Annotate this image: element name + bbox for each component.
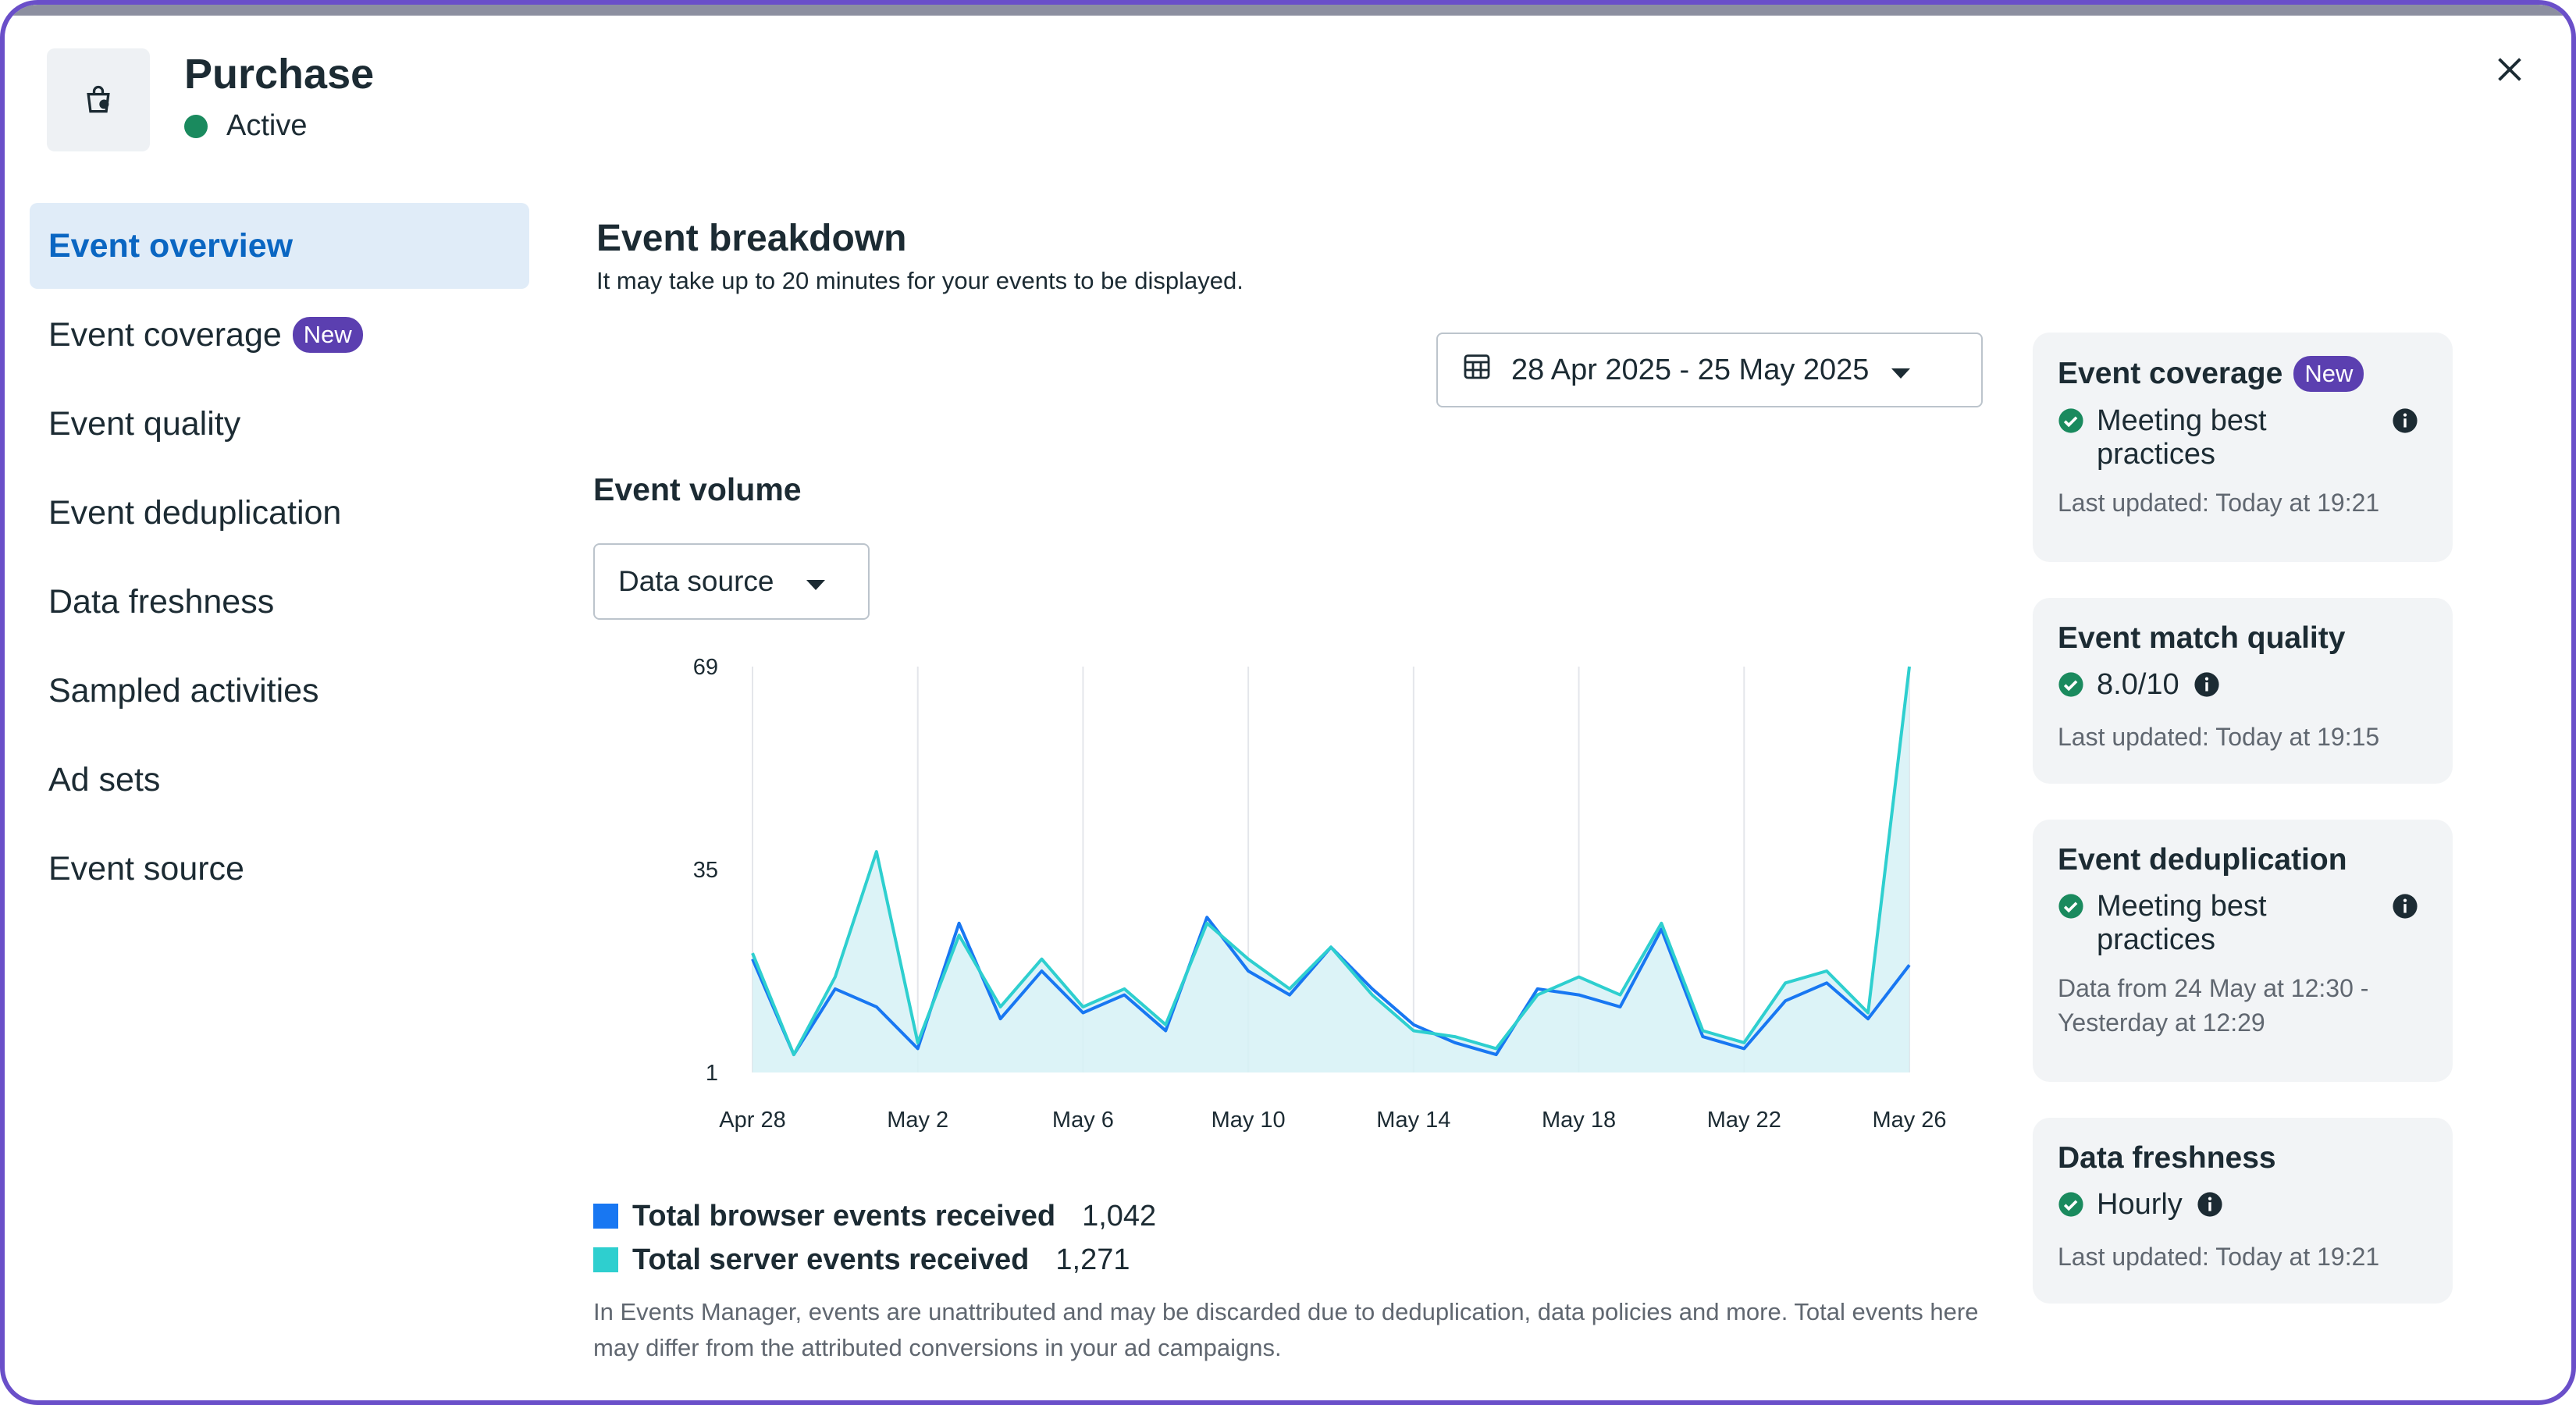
sidebar-item-label: Event deduplication bbox=[48, 493, 342, 532]
status-label: Active bbox=[226, 109, 308, 142]
y-tick-label: 1 bbox=[706, 1061, 718, 1086]
close-icon[interactable] bbox=[2492, 52, 2528, 87]
legend-value: 1,042 bbox=[1082, 1199, 1157, 1232]
sidebar-item-label: Event coverage bbox=[48, 315, 282, 354]
disclaimer-note: In Events Manager, events are unattribut… bbox=[593, 1298, 1979, 1361]
card-title: Event match quality bbox=[2058, 621, 2428, 656]
legend-item-browser: Total browser events received 1,042 bbox=[593, 1194, 1156, 1238]
y-tick-label: 35 bbox=[693, 858, 718, 883]
x-tick-label: Apr 28 bbox=[719, 1108, 785, 1133]
date-range-label: 28 Apr 2025 - 25 May 2025 bbox=[1511, 353, 1870, 386]
info-icon[interactable] bbox=[2392, 893, 2418, 927]
card-title: Data freshness bbox=[2058, 1141, 2428, 1176]
caret-down-icon bbox=[1891, 354, 1911, 387]
sidebar-item-label: Event overview bbox=[48, 226, 294, 265]
data-source-dropdown[interactable]: Data source bbox=[593, 543, 870, 620]
legend-item-server: Total server events received 1,271 bbox=[593, 1238, 1156, 1282]
info-icon[interactable] bbox=[2194, 671, 2220, 706]
x-tick-label: May 14 bbox=[1376, 1108, 1450, 1133]
info-icon[interactable] bbox=[2392, 407, 2418, 442]
card-meta: Last updated: Today at 19:21 bbox=[2058, 489, 2380, 517]
check-circle-icon bbox=[2058, 893, 2084, 927]
sidebar-item-ad-sets[interactable]: Ad sets bbox=[30, 737, 529, 823]
series-line-server bbox=[751, 666, 1911, 1057]
x-tick-label: May 10 bbox=[1212, 1108, 1286, 1133]
sidebar-item-label: Sampled activities bbox=[48, 671, 319, 710]
new-badge: New bbox=[2293, 356, 2364, 392]
sidebar-item-label: Event source bbox=[48, 849, 244, 887]
sidebar-item-event-quality[interactable]: Event quality bbox=[30, 381, 529, 467]
event-volume-chart: Apr 28 May 2 May 6 May 10 May 14 May 18 May 22… bbox=[693, 655, 1947, 1133]
card-status-text: Hourly bbox=[2097, 1188, 2183, 1221]
new-badge: New bbox=[292, 317, 363, 353]
shopping-bag-icon bbox=[47, 48, 150, 151]
card-event-match-quality[interactable]: Event match quality 8.0/10 Last updated:… bbox=[2033, 598, 2453, 784]
card-status-row: Meeting best practices bbox=[2058, 890, 2428, 957]
status-indicator: Active bbox=[184, 109, 307, 143]
legend-swatch bbox=[593, 1247, 618, 1272]
sidebar-item-event-source[interactable]: Event source bbox=[30, 826, 529, 912]
x-tick-label: May 2 bbox=[887, 1108, 948, 1133]
card-meta: Last updated: Today at 19:21 bbox=[2058, 1243, 2380, 1271]
section-subtitle: It may take up to 20 minutes for your ev… bbox=[596, 267, 1244, 294]
info-icon[interactable] bbox=[2197, 1191, 2223, 1225]
sidebar-item-sampled-activities[interactable]: Sampled activities bbox=[30, 648, 529, 734]
section-title: Event breakdown bbox=[596, 218, 907, 259]
sidebar-item-event-overview[interactable]: Event overview bbox=[30, 203, 529, 289]
sidebar-item-data-freshness[interactable]: Data freshness bbox=[30, 559, 529, 645]
caret-down-icon bbox=[806, 565, 826, 598]
check-circle-icon bbox=[2058, 407, 2084, 442]
card-title-text: Event match quality bbox=[2058, 621, 2346, 655]
card-status-row: Meeting best practices bbox=[2058, 404, 2428, 471]
sidebar-item-label: Event quality bbox=[48, 404, 241, 443]
x-tick-label: May 22 bbox=[1707, 1108, 1781, 1133]
card-title: Event deduplication bbox=[2058, 843, 2428, 877]
card-meta: Last updated: Today at 19:15 bbox=[2058, 723, 2380, 751]
chart-title: Event volume bbox=[593, 471, 802, 507]
card-title-text: Event deduplication bbox=[2058, 843, 2347, 877]
x-tick-label: May 6 bbox=[1052, 1108, 1114, 1133]
event-details-panel: Purchase Active Event overview Event cov… bbox=[5, 5, 2571, 1400]
x-tick-label: May 18 bbox=[1542, 1108, 1616, 1133]
card-status-row: Hourly bbox=[2058, 1188, 2428, 1225]
card-status-row: 8.0/10 bbox=[2058, 668, 2428, 706]
card-status-text: 8.0/10 bbox=[2097, 668, 2179, 701]
y-tick-label: 69 bbox=[693, 655, 718, 680]
legend-label: Total server events received bbox=[632, 1243, 1030, 1276]
sidebar-item-event-deduplication[interactable]: Event deduplication bbox=[30, 470, 529, 556]
active-status-dot bbox=[184, 114, 208, 138]
card-event-deduplication[interactable]: Event deduplication Meeting best practic… bbox=[2033, 820, 2453, 1082]
legend-value: 1,271 bbox=[1055, 1243, 1130, 1276]
check-circle-icon bbox=[2058, 1191, 2084, 1225]
page-title: Purchase bbox=[184, 51, 375, 98]
sidebar-item-label: Data freshness bbox=[48, 582, 275, 621]
sidebar-nav: Event overview Event coverage New Event … bbox=[30, 203, 529, 915]
card-status-text: Meeting best practices bbox=[2097, 890, 2267, 956]
legend-swatch bbox=[593, 1204, 618, 1229]
date-range-picker[interactable]: 28 Apr 2025 - 25 May 2025 bbox=[1436, 333, 1983, 407]
card-status-text: Meeting best practices bbox=[2097, 404, 2267, 471]
legend-label: Total browser events received bbox=[632, 1199, 1056, 1232]
dropdown-label: Data source bbox=[618, 565, 774, 597]
background-strip bbox=[5, 5, 2571, 16]
series-area-server bbox=[753, 667, 1909, 1072]
card-title-text: Event coverage bbox=[2058, 357, 2283, 390]
card-meta: Data from 24 May at 12:30 - Yesterday at… bbox=[2058, 974, 2369, 1037]
card-event-coverage[interactable]: Event coverage New Meeting best practice… bbox=[2033, 333, 2453, 562]
sidebar-item-label: Ad sets bbox=[48, 760, 161, 799]
x-tick-label: May 26 bbox=[1872, 1108, 1946, 1133]
check-circle-icon bbox=[2058, 671, 2084, 706]
sidebar-item-event-coverage[interactable]: Event coverage New bbox=[30, 292, 529, 378]
chart-legend: Total browser events received 1,042 Tota… bbox=[593, 1194, 1156, 1282]
card-data-freshness[interactable]: Data freshness Hourly Last updated: Toda… bbox=[2033, 1118, 2453, 1304]
calendar-icon bbox=[1461, 350, 1493, 389]
card-title: Event coverage New bbox=[2058, 356, 2428, 392]
card-title-text: Data freshness bbox=[2058, 1141, 2276, 1175]
